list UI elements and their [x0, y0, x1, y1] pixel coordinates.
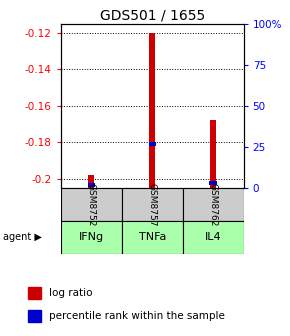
Text: GSM8762: GSM8762 — [209, 183, 218, 226]
Text: percentile rank within the sample: percentile rank within the sample — [49, 311, 224, 321]
Bar — [88, 183, 95, 187]
Text: IL4: IL4 — [205, 232, 222, 242]
FancyBboxPatch shape — [61, 221, 122, 254]
Bar — [28, 288, 41, 299]
Text: TNFa: TNFa — [139, 232, 166, 242]
Bar — [148, 142, 156, 146]
FancyBboxPatch shape — [122, 221, 183, 254]
FancyBboxPatch shape — [183, 221, 244, 254]
Bar — [210, 121, 216, 188]
Text: IFNg: IFNg — [79, 232, 104, 242]
Text: GSM8752: GSM8752 — [87, 183, 96, 226]
FancyBboxPatch shape — [61, 188, 122, 221]
FancyBboxPatch shape — [122, 188, 183, 221]
Bar — [149, 33, 155, 188]
Text: log ratio: log ratio — [49, 288, 92, 298]
Text: agent ▶: agent ▶ — [3, 232, 42, 242]
Title: GDS501 / 1655: GDS501 / 1655 — [100, 8, 205, 23]
Bar — [88, 175, 94, 188]
FancyBboxPatch shape — [183, 188, 244, 221]
Bar — [209, 181, 217, 185]
Text: GSM8757: GSM8757 — [148, 183, 157, 226]
Bar — [28, 310, 41, 322]
